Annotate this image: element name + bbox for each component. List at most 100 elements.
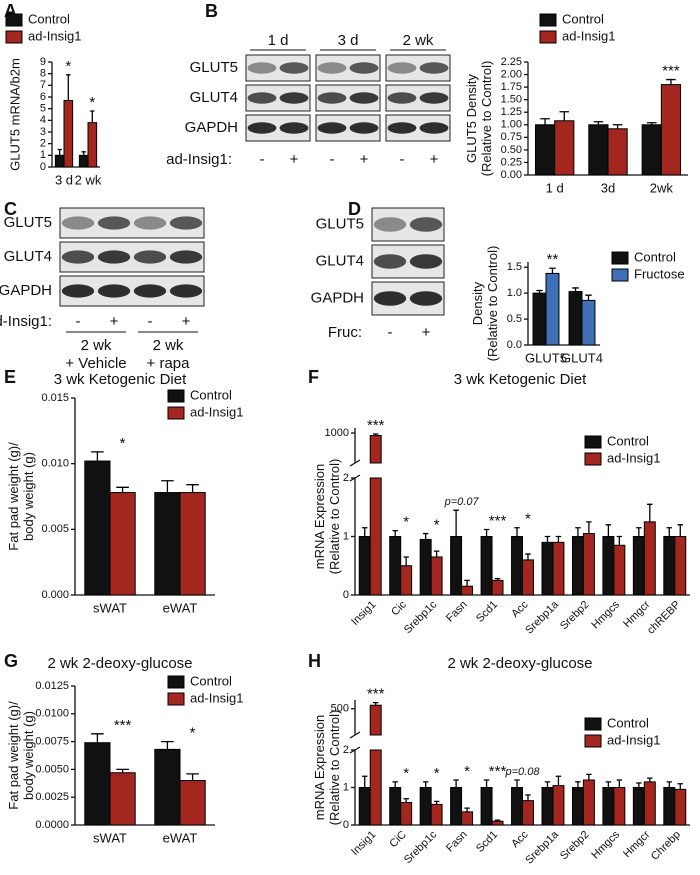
treatment-sign: - — [330, 151, 335, 168]
error-bar — [677, 783, 683, 790]
treatment-sign: + — [182, 313, 191, 330]
bar — [369, 749, 382, 826]
y-axis-label: GLUT5 mRNA/b2m — [7, 58, 22, 171]
x-tick-label: sWAT — [93, 600, 127, 615]
y-tick-label: 2 — [343, 744, 349, 756]
y-tick-label: 0.5 — [507, 313, 522, 325]
bar — [179, 780, 206, 826]
x-tick-label: 2 wk — [75, 172, 102, 187]
y-tick-label: 4 — [40, 114, 46, 126]
error-bar — [544, 781, 551, 788]
x-tick-label: Scd1 — [474, 829, 500, 855]
y-axis-label: mRNA Expression — [312, 715, 327, 820]
x-tick-label: Srebp2 — [558, 829, 592, 863]
bar — [430, 556, 443, 596]
y-tick-label: 0.005 — [41, 523, 69, 535]
bar — [571, 787, 584, 826]
bar — [389, 787, 402, 826]
legend-swatch — [167, 389, 185, 403]
group-label: 2 wk — [81, 337, 112, 354]
y-tick-label: 1.25 — [501, 106, 522, 118]
panel-letter: C — [4, 199, 17, 219]
error-bar — [572, 287, 579, 292]
blot-row-label: GLUT5 — [4, 214, 52, 231]
legend-swatch — [584, 452, 602, 466]
bar — [358, 536, 371, 596]
bar — [632, 787, 645, 826]
x-tick-label: Srebp1a — [523, 598, 562, 637]
blot-band — [387, 92, 417, 104]
error-bar — [362, 527, 368, 537]
x-tick-label: Srebp1a — [523, 828, 562, 867]
treatment-label: ad-Insig1: — [166, 151, 232, 168]
error-bar — [585, 294, 592, 301]
error-bar — [91, 733, 104, 743]
y-tick-label: 0.50 — [501, 144, 522, 156]
legend-swatch — [539, 13, 557, 27]
bar — [522, 559, 534, 596]
panel-letter: F — [308, 367, 319, 387]
bar — [674, 536, 687, 596]
legend-label: ad-Insig1 — [607, 450, 660, 465]
panel-letter: E — [4, 367, 16, 387]
blot-band — [317, 122, 347, 134]
blot-header: 2 wk — [403, 32, 434, 49]
error-bar — [372, 701, 379, 706]
treatment-sign: + — [290, 151, 299, 168]
blot-row-label: GLUT4 — [4, 248, 52, 265]
error-bar — [81, 151, 86, 156]
blot-band — [349, 122, 379, 134]
error-bar — [116, 486, 129, 493]
y-tick-label: 6 — [40, 91, 46, 103]
x-tick-label: Hmgcs — [589, 598, 622, 631]
y-tick-label: 3 — [40, 126, 46, 138]
blot-band — [133, 284, 167, 298]
panel-letter: D — [348, 199, 361, 219]
error-bar — [575, 781, 581, 788]
significance: *** — [114, 717, 132, 734]
x-tick-label: eWAT — [163, 600, 198, 615]
bar — [552, 541, 565, 596]
legend-swatch — [167, 406, 185, 420]
legend-label: ad-Insig1 — [190, 690, 243, 705]
y-tick-label: 0.000 — [41, 589, 69, 601]
blot-band — [133, 216, 167, 230]
y-axis-label: (Relative to Control) — [327, 459, 342, 575]
bar — [663, 787, 676, 826]
error-bar — [433, 800, 440, 805]
y-axis-label: body weight (g) — [21, 452, 36, 541]
error-bar — [494, 577, 501, 581]
error-bar — [605, 781, 612, 788]
bar — [369, 704, 382, 736]
bar — [613, 544, 626, 596]
x-tick-label: Cic — [389, 598, 409, 618]
treatment-sign: - — [260, 151, 265, 168]
legend-label: ad-Insig1 — [190, 404, 243, 419]
y-tick-label: 7 — [40, 79, 46, 91]
bar — [613, 787, 626, 826]
error-bar — [66, 74, 71, 101]
legend-label: Control — [562, 11, 604, 26]
bar — [545, 272, 560, 346]
error-bar — [616, 779, 623, 788]
y-tick-label: 2 — [343, 472, 349, 484]
blot-band — [247, 62, 277, 74]
x-tick-label: Insig1 — [349, 829, 378, 858]
bar — [541, 541, 554, 596]
x-tick-label: 1 d — [546, 180, 564, 195]
axis-break — [349, 459, 361, 467]
significance: p=0.08 — [505, 766, 541, 778]
legend-swatch — [584, 734, 602, 748]
bar — [154, 748, 181, 826]
bar — [541, 787, 554, 826]
bar — [602, 787, 615, 826]
y-axis-label: (Relative to Control) — [479, 61, 494, 177]
blot-band — [279, 62, 309, 74]
bar — [641, 124, 662, 176]
significance: * — [89, 94, 95, 111]
error-bar — [525, 553, 531, 560]
error-bar — [586, 521, 592, 534]
blot-header: 1 d — [268, 32, 289, 49]
error-bar — [536, 289, 543, 294]
bar — [84, 460, 111, 596]
